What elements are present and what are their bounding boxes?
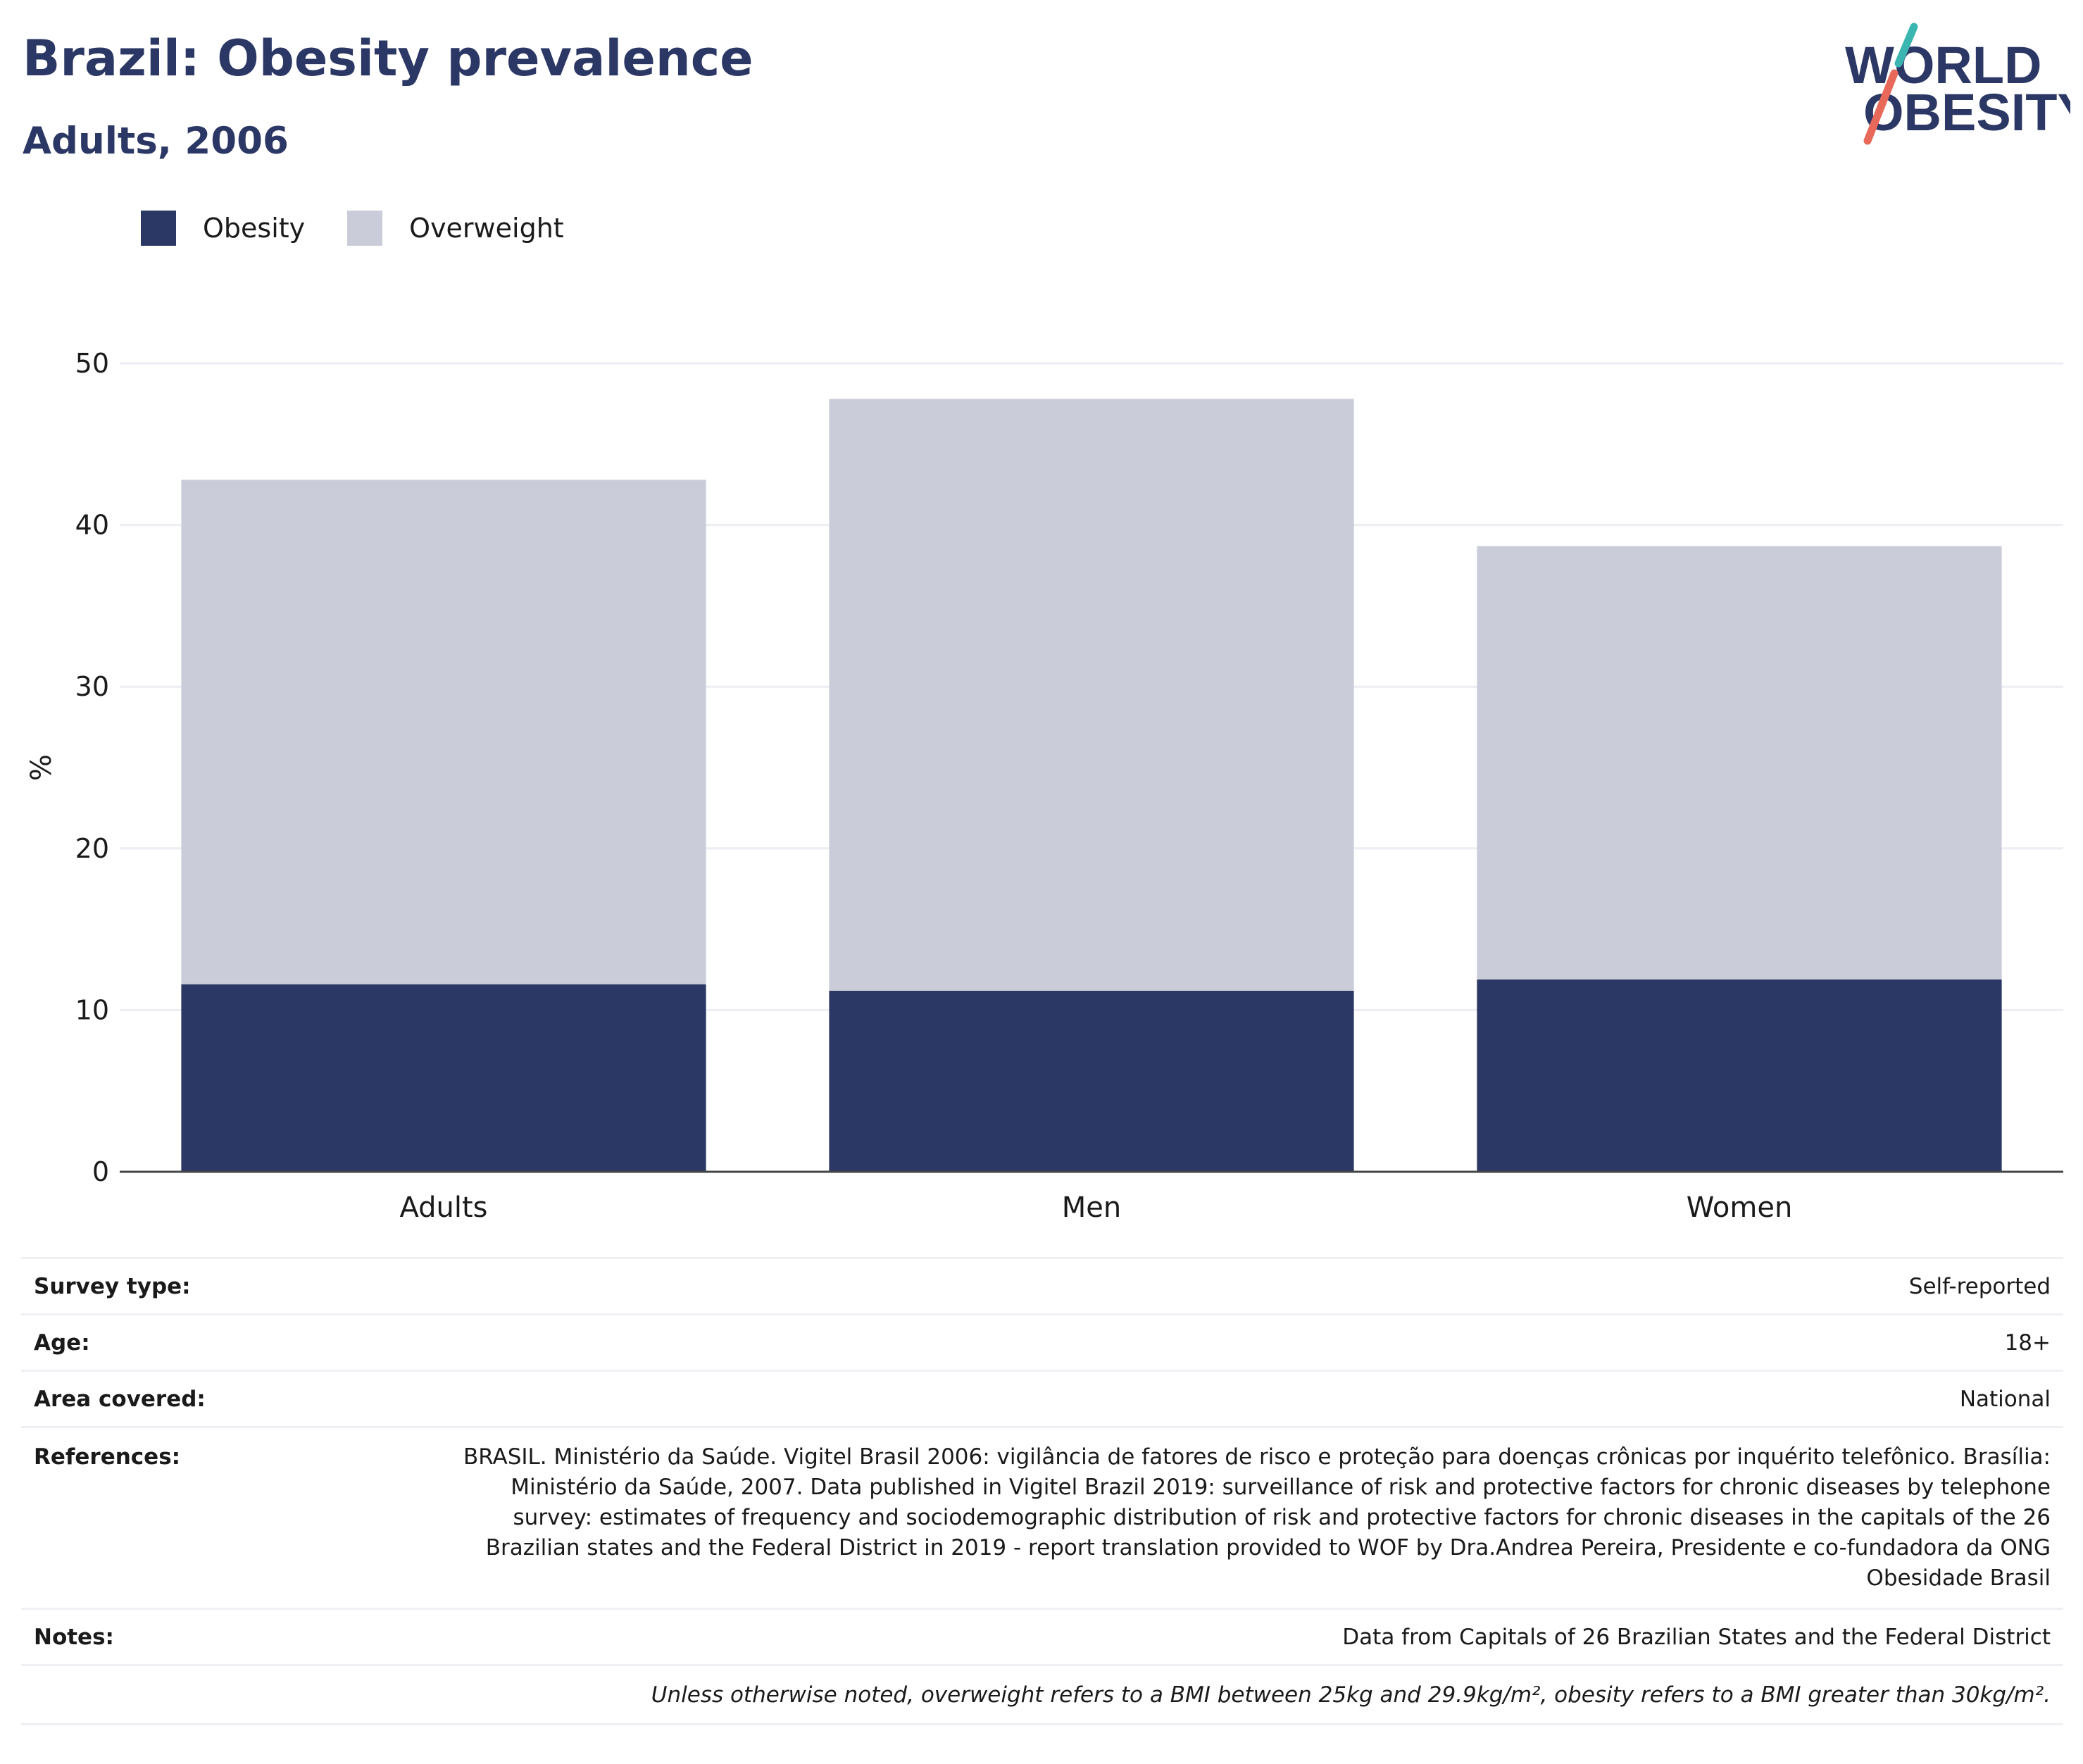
logo-slash-teal xyxy=(1894,23,1918,68)
info-row-age: Age: 18+ xyxy=(21,1314,2063,1371)
legend-label-obesity: Obesity xyxy=(203,213,306,244)
info-table: Survey type: Self-reported Age: 18+ Area… xyxy=(21,1257,2063,1725)
info-label-empty xyxy=(21,1665,413,1725)
y-tick-label: 20 xyxy=(75,833,109,864)
info-row-survey-type: Survey type: Self-reported xyxy=(21,1258,2063,1315)
y-tick-label: 30 xyxy=(75,671,109,702)
info-value: BRASIL. Ministério da Saúde. Vigitel Bra… xyxy=(463,1444,2051,1591)
chart-subtitle: Adults, 2006 xyxy=(23,120,289,163)
world-obesity-logo: WORLD OBESITY xyxy=(1831,21,2070,148)
x-tick-label: Men xyxy=(1062,1191,1121,1224)
y-tick-label: 40 xyxy=(75,510,109,541)
x-tick-label: Adults xyxy=(399,1191,487,1224)
info-value: National xyxy=(1959,1387,2051,1412)
logo-slash-coral xyxy=(1863,69,1899,145)
chart-area: 0 10 20 30 40 50% Adults Men Women xyxy=(0,310,2083,1225)
y-axis-title: % xyxy=(25,754,58,781)
bar-overweight-men xyxy=(829,399,1354,991)
legend-label-overweight: Overweight xyxy=(409,213,564,244)
info-row-footnote: Unless otherwise noted, overweight refer… xyxy=(21,1665,2063,1725)
bar-obesity-adults xyxy=(181,984,706,1172)
info-value: Self-reported xyxy=(1908,1274,2051,1299)
x-tick-label: Women xyxy=(1687,1191,1793,1224)
bar-obesity-women xyxy=(1477,979,2002,1172)
info-value: Data from Capitals of 26 Brazilian State… xyxy=(1342,1625,2051,1650)
info-label: Age: xyxy=(34,1330,90,1356)
logo-line2: OBESITY xyxy=(1863,83,2070,142)
footnote-text: Unless otherwise noted, overweight refer… xyxy=(651,1682,2051,1708)
bar-overweight-adults xyxy=(181,480,706,984)
info-label: References: xyxy=(34,1444,181,1470)
info-label: Notes: xyxy=(34,1625,114,1650)
bar-obesity-men xyxy=(829,990,1354,1172)
info-row-notes: Notes: Data from Capitals of 26 Brazilia… xyxy=(21,1608,2063,1665)
y-tick-label: 0 xyxy=(92,1156,109,1187)
info-label: Area covered: xyxy=(34,1387,206,1412)
logo-line1: WORLD xyxy=(1845,36,2042,94)
chart-legend: Obesity Overweight xyxy=(141,210,606,246)
y-tick-label: 50 xyxy=(75,348,109,379)
info-row-references: References: BRASIL. Ministério da Saúde.… xyxy=(21,1427,2063,1609)
info-label: Survey type: xyxy=(34,1274,191,1299)
legend-item-overweight: Overweight xyxy=(347,211,564,246)
legend-swatch-obesity xyxy=(141,211,176,246)
legend-swatch-overweight xyxy=(347,211,383,246)
info-value: 18+ xyxy=(2004,1330,2051,1356)
y-tick-label: 10 xyxy=(75,994,109,1025)
stacked-bar-chart: 0 10 20 30 40 50% Adults Men Women xyxy=(25,348,2063,1224)
info-row-area-covered: Area covered: National xyxy=(21,1370,2063,1427)
legend-item-obesity: Obesity xyxy=(141,211,305,246)
bar-overweight-women xyxy=(1477,546,2002,980)
chart-title: Brazil: Obesity prevalence xyxy=(23,30,753,87)
